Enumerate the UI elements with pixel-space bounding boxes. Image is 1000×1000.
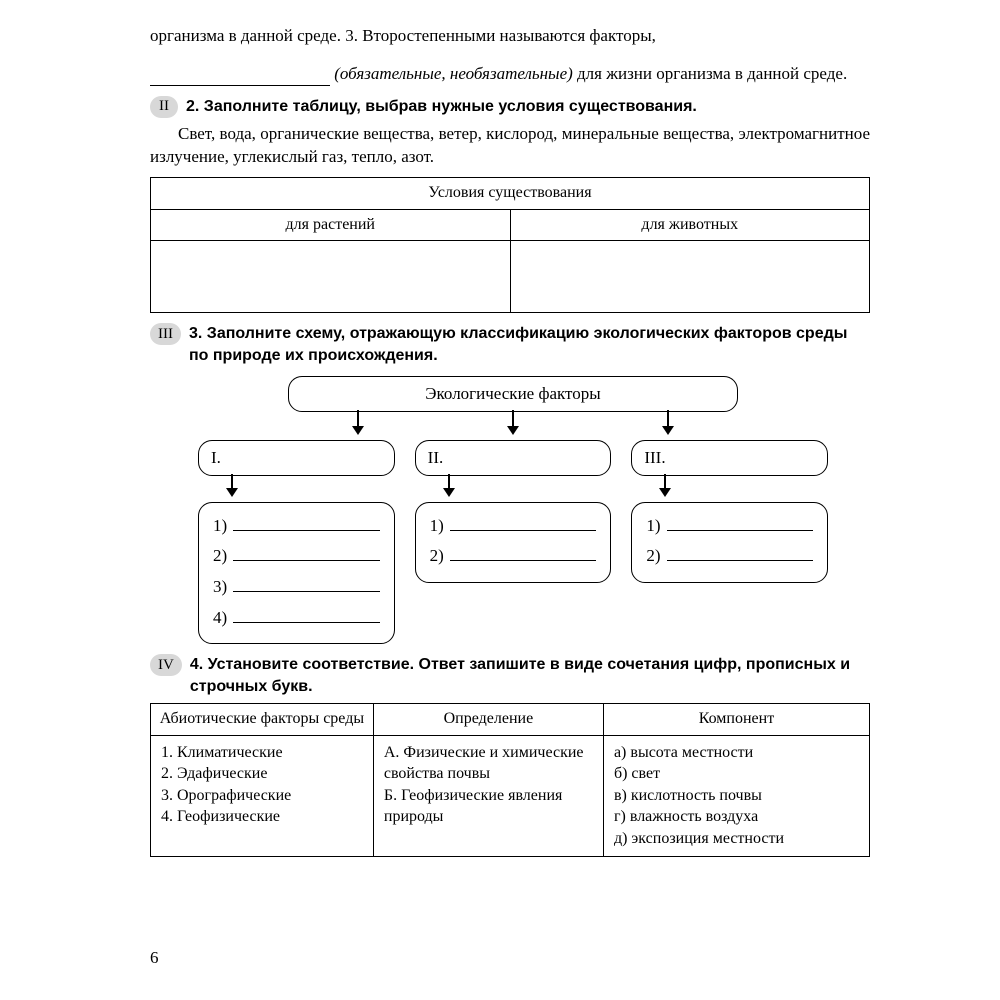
blank-underline[interactable] (233, 544, 380, 561)
task2-options: Свет, вода, органические вещества, ветер… (150, 122, 870, 170)
conditions-col2-header: для животных (510, 209, 870, 240)
list-item: б) свет (614, 763, 859, 785)
match-header-1: Абиотические факторы среды (151, 704, 374, 735)
task2-num: 2. (186, 98, 199, 115)
conditions-table: Условия существования для растений для ж… (150, 177, 870, 313)
list-item: А. Физические и химические свойства почв… (384, 742, 593, 785)
task2-heading: II 2. Заполните таблицу, выбрав нужные у… (150, 96, 870, 118)
blank-underline[interactable] (150, 67, 330, 86)
list-item: в) кислотность почвы (614, 785, 859, 807)
list-item: а) высота местности (614, 742, 859, 764)
diagram-cat-1[interactable]: I. (198, 440, 395, 476)
list-item: 1) (646, 511, 660, 542)
diagram-top-box: Экологические факторы (288, 376, 738, 412)
blank-underline[interactable] (233, 575, 380, 592)
list-item: 2) (213, 541, 227, 572)
list-item: 1. Климатические (161, 742, 363, 764)
diagram-listbox-2[interactable]: 1) 2) (415, 502, 612, 583)
intro-line1: организма в данной среде. 3. Второстепен… (150, 24, 870, 48)
list-item: 2. Эдафические (161, 763, 363, 785)
task3-num: 3. (189, 325, 202, 342)
match-col1: 1. Климатические 2. Эдафические 3. Орогр… (151, 735, 374, 856)
task2-title: Заполните таблицу, выбрав нужные условия… (204, 98, 697, 115)
roman-badge-2: II (150, 96, 178, 118)
match-table: Абиотические факторы среды Определение К… (150, 703, 870, 856)
roman-badge-3: III (150, 323, 181, 345)
match-col2: А. Физические и химические свойства почв… (373, 735, 603, 856)
page-number: 6 (150, 948, 159, 968)
list-item: 1) (213, 511, 227, 542)
task4-title: Установите соответствие. Ответ запишите … (190, 656, 850, 695)
list-item: 2) (430, 541, 444, 572)
conditions-caption: Условия существования (151, 178, 870, 209)
conditions-col1-header: для растений (151, 209, 511, 240)
list-item: Б. Геофизические явления природы (384, 785, 593, 828)
list-item: 4. Геофизические (161, 806, 363, 828)
task3-title: Заполните схему, отражающую классификаци… (189, 325, 847, 364)
list-item: 4) (213, 603, 227, 634)
list-item: 3) (213, 572, 227, 603)
blank-underline[interactable] (450, 544, 597, 561)
task4-heading: IV 4. Установите соответствие. Ответ зап… (150, 654, 870, 697)
task3-heading: III 3. Заполните схему, отражающую класс… (150, 323, 870, 366)
blank-underline[interactable] (450, 514, 597, 531)
list-item: 2) (646, 541, 660, 572)
blank-underline[interactable] (667, 544, 814, 561)
blank-underline[interactable] (233, 514, 380, 531)
match-col3: а) высота местности б) свет в) кислотнос… (603, 735, 869, 856)
diagram-listbox-1[interactable]: 1) 2) 3) 4) (198, 502, 395, 644)
list-item: 1) (430, 511, 444, 542)
task4-num: 4. (190, 656, 203, 673)
list-item: г) влажность воздуха (614, 806, 859, 828)
conditions-cell-plants[interactable] (151, 240, 511, 312)
intro-line2: (обязательные, необязательные) для жизни… (150, 62, 870, 86)
roman-badge-4: IV (150, 654, 182, 676)
classification-diagram: Экологические факторы I. II. III. 1) 2) … (198, 376, 828, 644)
intro-tail: для жизни организма в данной среде. (573, 64, 847, 83)
match-header-3: Компонент (603, 704, 869, 735)
diagram-cat-2[interactable]: II. (415, 440, 612, 476)
intro-parenthetical: (обязательные, необязательные) (334, 64, 573, 83)
match-header-2: Определение (373, 704, 603, 735)
diagram-listbox-3[interactable]: 1) 2) (631, 502, 828, 583)
blank-underline[interactable] (233, 606, 380, 623)
list-item: д) экспозиция местности (614, 828, 859, 850)
diagram-cat-3[interactable]: III. (631, 440, 828, 476)
conditions-cell-animals[interactable] (510, 240, 870, 312)
list-item: 3. Орографические (161, 785, 363, 807)
blank-underline[interactable] (667, 514, 814, 531)
